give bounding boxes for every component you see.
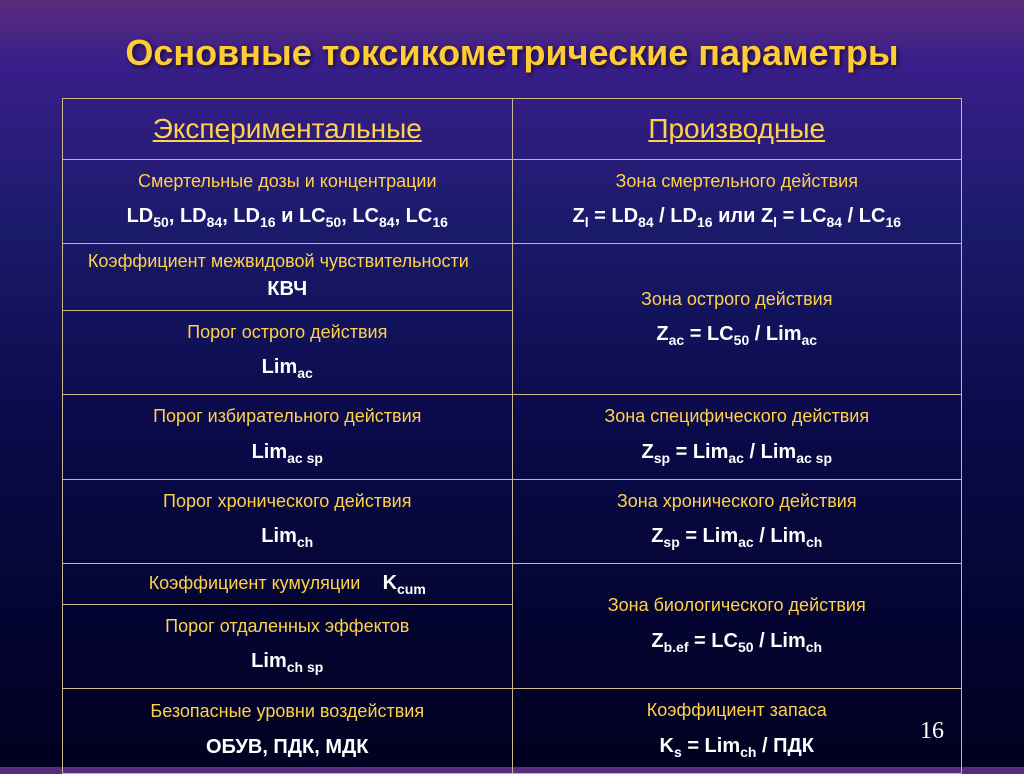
formula-safe-levels: ОБУВ, ПДК, МДК: [71, 728, 504, 766]
formula-lethal-zone: Zl = LD84 / LD16 или Zl = LC84 / LC16: [521, 197, 954, 237]
formula-specific-zone: Zsp = Limac / Limac sp: [521, 433, 954, 473]
cell-limch: Порог хронического действия Limch: [63, 479, 513, 563]
label-limchsp: Порог отдаленных эффектов: [71, 611, 504, 642]
formula-kcum: Kcum: [383, 572, 426, 594]
column-header-derived: Производные: [512, 99, 962, 160]
label-safe-levels: Безопасные уровни воздействия: [71, 696, 504, 727]
label-limac: Порог острого действия: [71, 317, 504, 348]
cell-lethal-doses: Смертельные дозы и концентрации LD50, LD…: [63, 160, 513, 244]
formula-acute-zone: Zac = LC50 / Limac: [521, 315, 954, 355]
cell-safe-levels: Безопасные уровни воздействия ОБУВ, ПДК,…: [63, 689, 513, 773]
slide-title: Основные токсикометрические параметры: [0, 0, 1024, 98]
cell-kcum: Коэффициент кумуляции Kcum: [63, 563, 513, 604]
formula-limac: Limac: [71, 348, 504, 388]
label-acute-zone: Зона острого действия: [521, 284, 954, 315]
label-limch: Порог хронического действия: [71, 486, 504, 517]
cell-acute-zone: Зона острого действия Zac = LC50 / Limac: [512, 244, 962, 395]
formula-limch: Limch: [71, 517, 504, 557]
cell-specific-zone: Зона специфического действия Zsp = Limac…: [512, 395, 962, 479]
label-specific-zone: Зона специфического действия: [521, 401, 954, 432]
cell-limac: Порог острого действия Limac: [63, 310, 513, 394]
formula-chronic-zone: Zsp = Limac / Limch: [521, 517, 954, 557]
formula-limchsp: Limch sp: [71, 642, 504, 682]
cell-limchsp: Порог отдаленных эффектов Limch sp: [63, 604, 513, 688]
label-limacsp: Порог избирательного действия: [71, 401, 504, 432]
cell-limacsp: Порог избирательного действия Limac sp: [63, 395, 513, 479]
label-kcum: Коэффициент кумуляции: [149, 573, 361, 593]
label-lethal-doses: Смертельные дозы и концентрации: [71, 166, 504, 197]
cell-lethal-zone: Зона смертельного действия Zl = LD84 / L…: [512, 160, 962, 244]
formula-lethal-doses: LD50, LD84, LD16 и LC50, LC84, LC16: [71, 197, 504, 237]
cell-reserve-coef: Коэффициент запаса Ks = Limch / ПДК: [512, 689, 962, 773]
formula-limacsp: Limac sp: [71, 433, 504, 473]
formula-biological-zone: Zb.ef = LC50 / Limch: [521, 622, 954, 662]
cell-kvch: Коэффициент межвидовой чувствительности …: [63, 244, 513, 310]
label-lethal-zone: Зона смертельного действия: [521, 166, 954, 197]
page-number: 16: [920, 718, 944, 745]
parameters-table: Экспериментальные Производные Смертельны…: [62, 98, 962, 774]
label-chronic-zone: Зона хронического действия: [521, 486, 954, 517]
label-biological-zone: Зона биологического действия: [521, 590, 954, 621]
column-header-experimental: Экспериментальные: [63, 99, 513, 160]
formula-kvch: КВЧ: [267, 278, 307, 300]
cell-chronic-zone: Зона хронического действия Zsp = Limac /…: [512, 479, 962, 563]
formula-reserve-coef: Ks = Limch / ПДК: [521, 727, 954, 767]
label-reserve-coef: Коэффициент запаса: [521, 695, 954, 726]
cell-biological-zone: Зона биологического действия Zb.ef = LC5…: [512, 563, 962, 688]
label-kvch: Коэффициент межвидовой чувствительности: [88, 251, 469, 271]
